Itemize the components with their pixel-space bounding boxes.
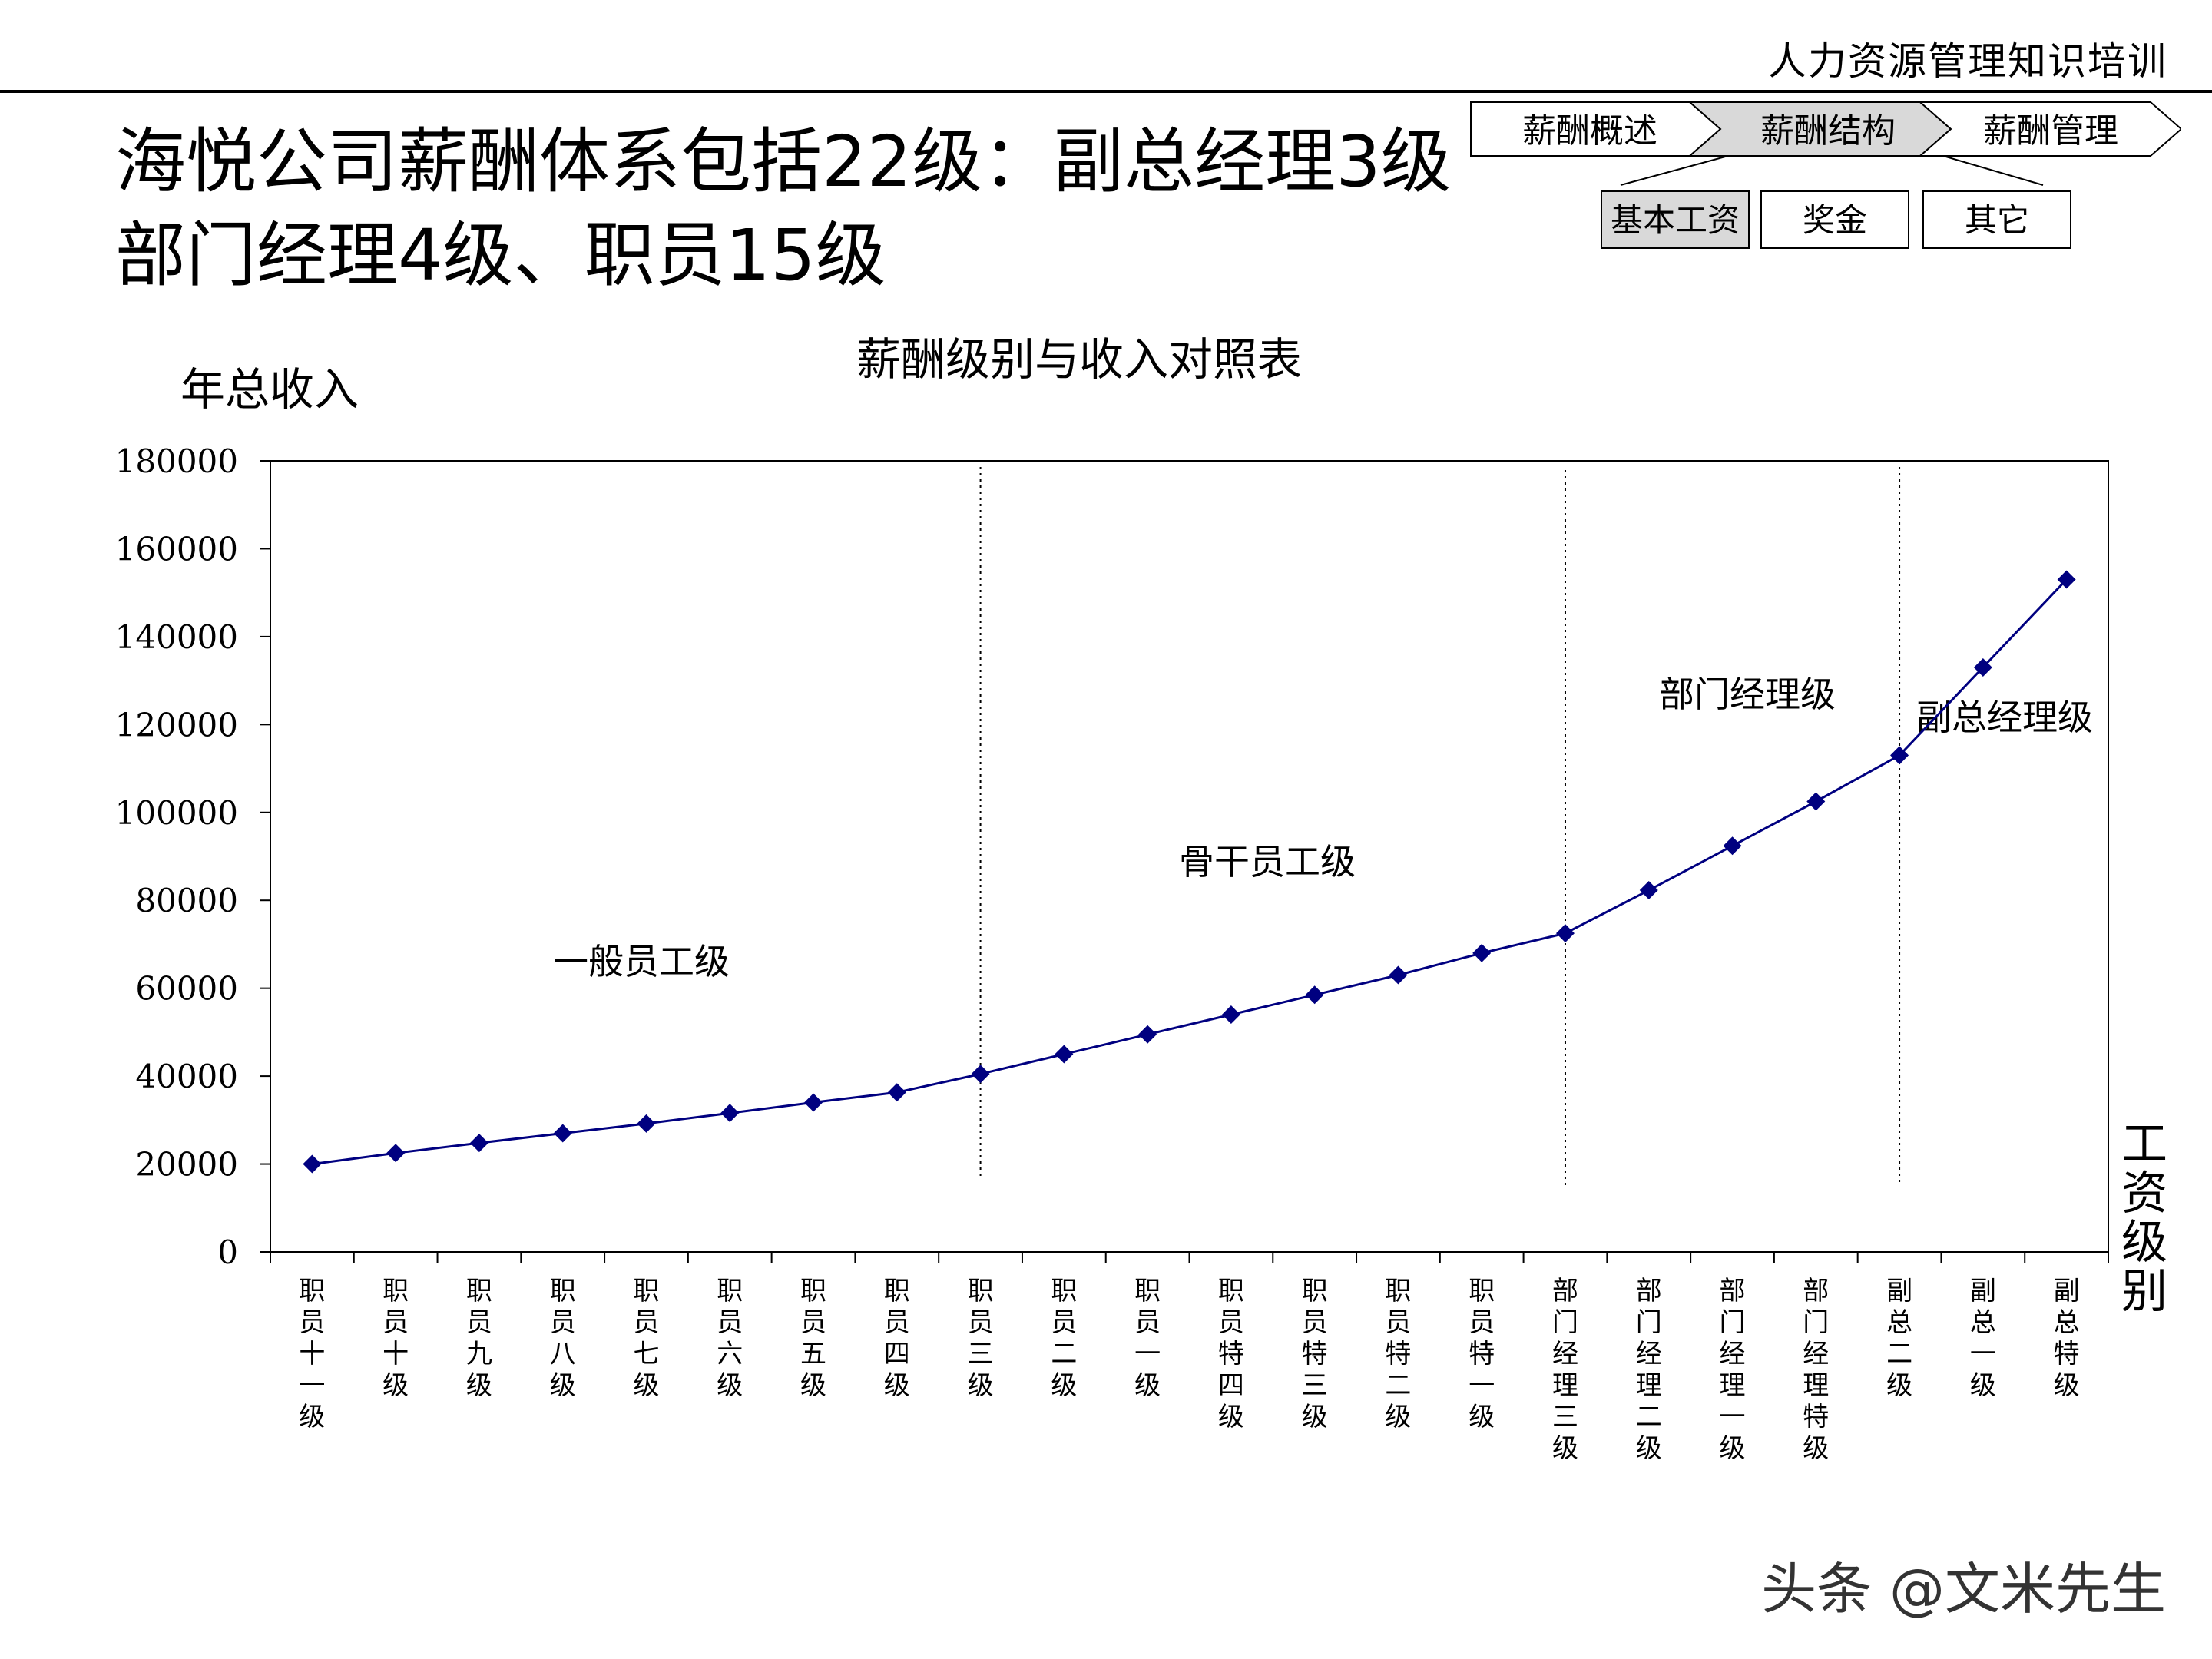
y-tick-label-2: 40000 (135, 1058, 238, 1095)
x-tick-label-12: 职员特三级 (1302, 1276, 1328, 1432)
slide-title-line-1: 海悦公司薪酬体系包括22级：副总经理3级 (115, 121, 1452, 203)
x-tick-label-1: 职员十级 (382, 1276, 409, 1401)
nav-sub-bonus-label: 奖金 (1803, 201, 1867, 239)
data-point-16 (1639, 881, 1658, 900)
data-point-1 (386, 1144, 406, 1163)
y-tick-label-7: 140000 (115, 618, 238, 656)
y-tick-label-8: 160000 (115, 530, 238, 568)
header-divider (0, 90, 2212, 93)
nav-step-management-label: 薪酬管理 (1983, 111, 2118, 151)
y-tick-label-1: 20000 (135, 1146, 238, 1184)
data-point-17 (1723, 836, 1742, 856)
data-point-5 (720, 1104, 740, 1123)
x-tick-label-17: 部门经理一级 (1720, 1276, 1746, 1464)
x-tick-label-20: 副总一级 (1970, 1276, 1996, 1401)
data-point-7 (887, 1083, 906, 1102)
nav-step-overview-label: 薪酬概述 (1522, 111, 1657, 151)
data-point-10 (1138, 1025, 1157, 1044)
data-point-13 (1389, 965, 1408, 985)
y-tick-label-6: 120000 (115, 706, 238, 743)
x-tick-label-9: 职员二级 (1051, 1276, 1077, 1401)
region-label-2: 部门经理级 (1659, 674, 1836, 715)
slide-title: 海悦公司薪酬体系包括22级：副总经理3级 部门经理4级、职员15级 (115, 115, 1452, 303)
x-tick-label-14: 职员特一级 (1469, 1276, 1495, 1432)
data-point-11 (1221, 1005, 1240, 1024)
data-point-19 (1890, 746, 1909, 765)
header-caption: 人力资源管理知识培训 (1768, 39, 2167, 84)
data-point-21 (2057, 570, 2076, 589)
series-markers (303, 570, 2076, 1174)
y-tick-label-5: 100000 (115, 794, 238, 832)
nav-sub-bonus[interactable] (1760, 190, 1909, 249)
region-label-3: 副总经理级 (1916, 697, 2093, 738)
section-navigator: 薪酬概述 薪酬结构 薪酬管理 基本工资 奖金 其它 (1470, 101, 2181, 249)
y-axis-ticks: 0 20000 40000 60000 80000 100000 120000 140000 1… (115, 442, 270, 1271)
data-point-4 (637, 1114, 656, 1133)
data-point-12 (1305, 985, 1324, 1005)
y-tick-label-3: 60000 (135, 970, 238, 1008)
x-tick-label-11: 职员特四级 (1218, 1276, 1244, 1432)
x-axis-ticks: 职员十一级 职员十级 职员九级 职员八级 职员七级 职员六级 职员五级 职员四级 职员三级 职员二… (270, 1252, 2109, 1464)
x-tick-label-21: 副总特级 (2054, 1276, 2080, 1401)
x-tick-label-5: 职员六级 (717, 1276, 743, 1401)
nav-step-structure-label: 薪酬结构 (1760, 111, 1896, 151)
nav-step-management[interactable] (1918, 101, 2181, 157)
data-point-3 (553, 1124, 572, 1143)
x-tick-label-6: 职员五级 (800, 1276, 826, 1401)
x-tick-label-15: 部门经理三级 (1552, 1276, 1578, 1464)
x-tick-label-18: 部门经理特级 (1803, 1276, 1829, 1464)
data-point-18 (1806, 792, 1826, 811)
data-point-6 (804, 1093, 823, 1112)
data-point-8 (971, 1065, 990, 1084)
x-tick-label-4: 职员七级 (633, 1276, 659, 1401)
region-dividers (979, 467, 1901, 1189)
data-point-20 (1973, 657, 1992, 677)
nav-sub-other-label: 其它 (1965, 201, 2029, 239)
x-tick-label-0: 职员十一级 (299, 1276, 325, 1432)
x-tick-label-8: 职员三级 (968, 1276, 994, 1401)
slide-title-line-2: 部门经理4级、职员15级 (115, 214, 886, 296)
data-point-15 (1555, 924, 1575, 943)
x-tick-label-13: 职员特二级 (1385, 1276, 1411, 1432)
x-tick-label-7: 职员四级 (884, 1276, 910, 1401)
series-line (312, 578, 2068, 1166)
nav-sub-other[interactable] (1922, 190, 2071, 249)
chart-title: 薪酬级别与收入对照表 (856, 333, 1302, 386)
x-tick-label-10: 职员一级 (1134, 1276, 1161, 1401)
watermark: 头条 @文米先生 (1761, 1557, 2166, 1621)
x-tick-label-2: 职员九级 (466, 1276, 492, 1401)
x-tick-label-19: 副总二级 (1886, 1276, 1912, 1401)
y-tick-label-9: 180000 (115, 442, 238, 480)
y-tick-label-4: 80000 (135, 882, 238, 919)
x-tick-label-16: 部门经理二级 (1636, 1276, 1662, 1464)
x-axis-label: 工资级别 (2121, 1118, 2167, 1319)
nav-sub-base-salary-label: 基本工资 (1611, 201, 1740, 239)
nav-connector-left (1620, 155, 1729, 186)
data-point-14 (1472, 943, 1492, 962)
nav-connector-right (1942, 155, 2044, 186)
y-axis-label: 年总收入 (180, 363, 359, 416)
nav-sub-base-salary[interactable] (1601, 190, 1750, 249)
x-axis-label-text: 工资级别 (2121, 1118, 2167, 1319)
region-label-0: 一般员工级 (553, 941, 730, 982)
y-tick-label-0: 0 (217, 1233, 238, 1271)
x-tick-label-3: 职员八级 (550, 1276, 576, 1401)
data-point-9 (1055, 1045, 1074, 1064)
region-label-1: 骨干员工级 (1179, 841, 1356, 882)
data-point-2 (469, 1134, 488, 1153)
data-point-0 (303, 1154, 322, 1174)
